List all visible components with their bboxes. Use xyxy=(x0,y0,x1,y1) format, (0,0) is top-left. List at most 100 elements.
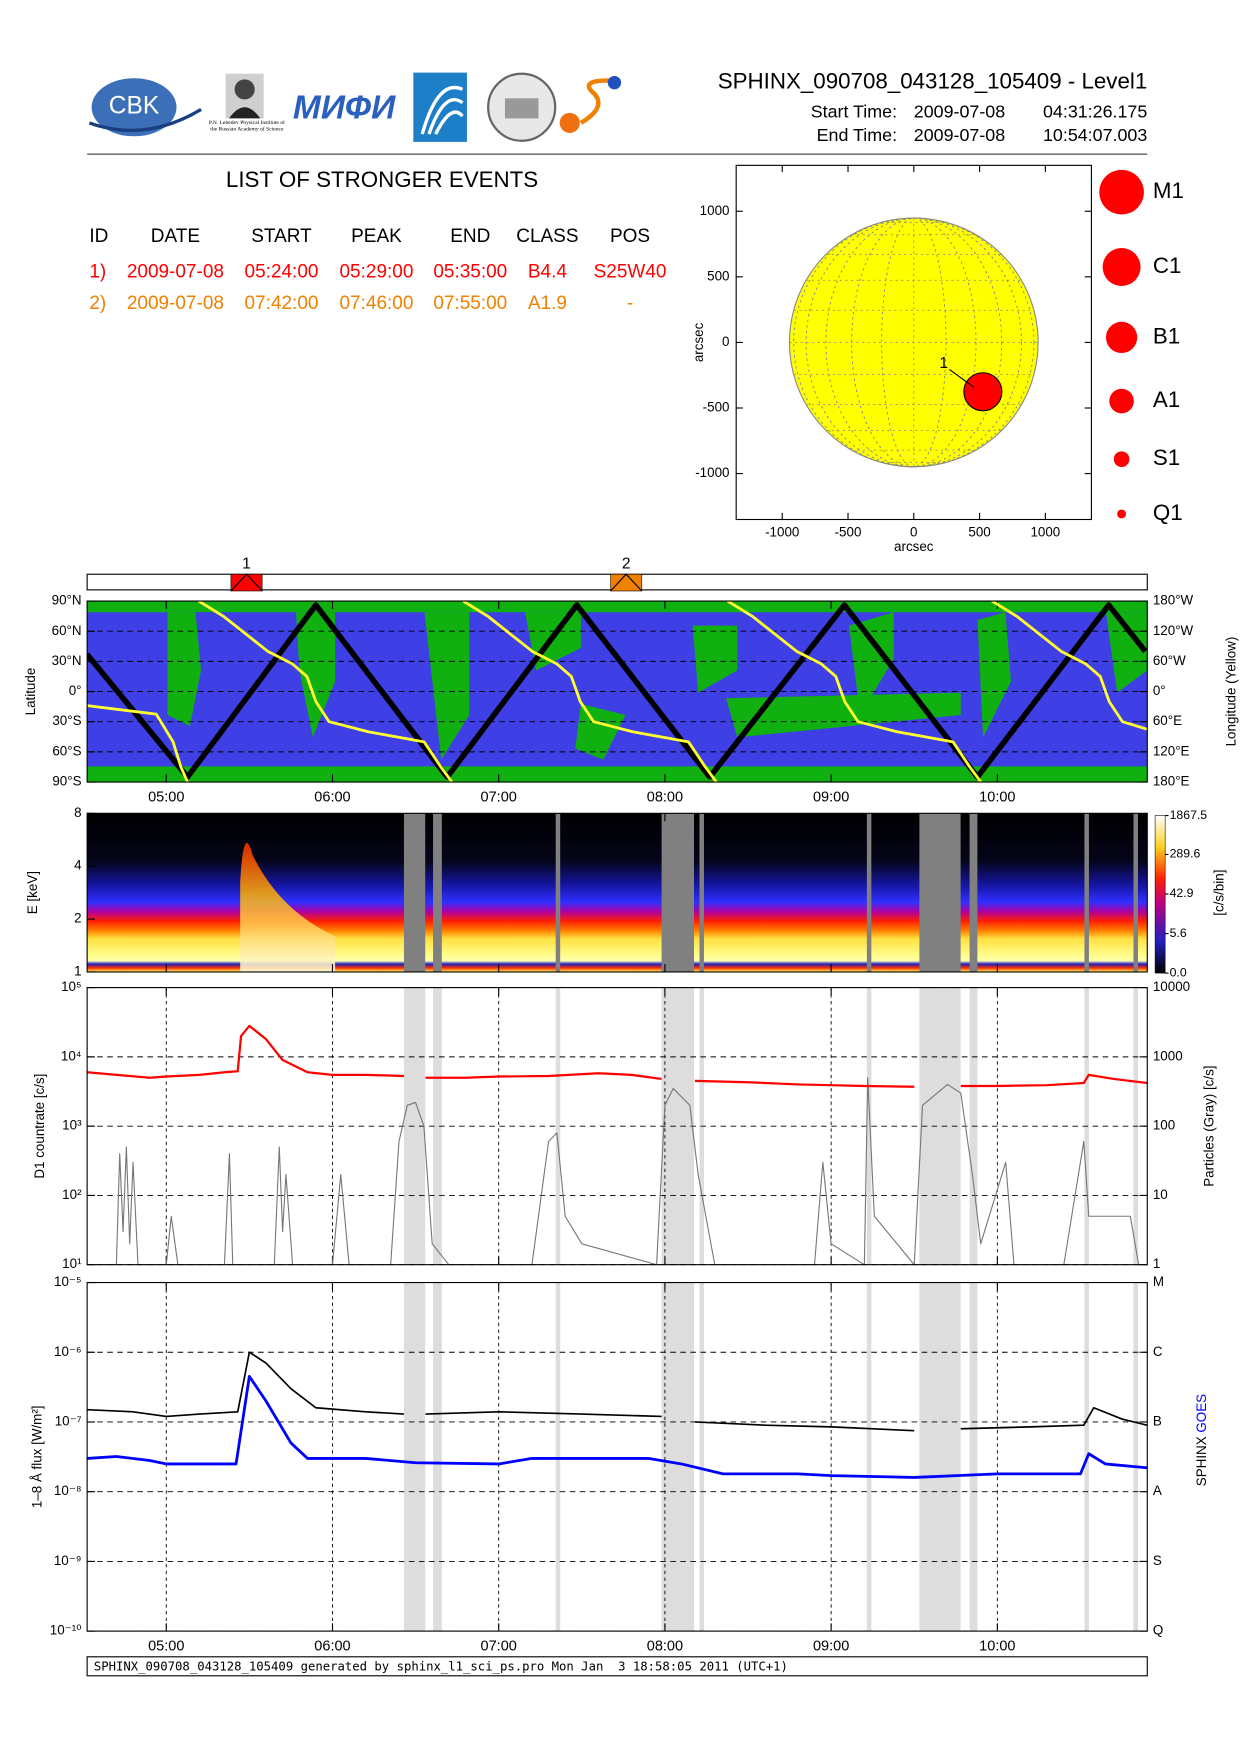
y-tick-label: 90°S xyxy=(52,774,81,789)
lebedev-box: P.N. Lebedev Physical Institute of the R… xyxy=(209,121,285,133)
y-tick-label: 60°N xyxy=(52,623,82,638)
size-legend-marker xyxy=(1117,509,1127,519)
bg-green xyxy=(167,612,202,727)
table-header: CLASS xyxy=(516,226,578,247)
data-gap xyxy=(969,1282,978,1632)
data-gap xyxy=(699,1282,704,1632)
data-gap xyxy=(555,813,561,972)
plot-frame xyxy=(86,812,1148,973)
table-cell: 2009-07-08 xyxy=(127,262,224,283)
flare-emission xyxy=(240,842,336,972)
data-gap xyxy=(866,813,872,972)
y-tick-label: 10⁴ xyxy=(61,1048,82,1063)
event-position xyxy=(963,372,1003,412)
bg-green xyxy=(977,612,1011,738)
x-tick-label: 05:00 xyxy=(148,1639,184,1655)
y-tick-label: 10¹ xyxy=(62,1256,82,1271)
end-date: 2009-07-08 xyxy=(914,125,1005,145)
y-tick-label: 90°N xyxy=(52,593,82,608)
x-tick-label: 08:00 xyxy=(647,1639,683,1655)
x-tick-label: 07:00 xyxy=(481,1639,517,1655)
data-gap xyxy=(1133,1282,1138,1632)
y2-tick-label: 10 xyxy=(1153,1187,1168,1202)
table-header: ID xyxy=(89,226,108,247)
size-legend-label: B1 xyxy=(1153,323,1180,348)
start-date: 2009-07-08 xyxy=(914,102,1005,122)
y-axis-label: Latitude xyxy=(23,668,38,716)
table-cell: B4.4 xyxy=(528,262,567,283)
y-tick-label: 10⁵ xyxy=(61,979,81,994)
y-axis-label: E [keV] xyxy=(25,871,40,914)
y2-tick-label: 1 xyxy=(1153,1256,1160,1271)
y2-tick-label: 180°E xyxy=(1153,774,1190,789)
data-gap xyxy=(403,1282,426,1632)
y-tick-label: 10² xyxy=(62,1187,82,1202)
table-title: LIST OF STRONGER EVENTS xyxy=(226,167,538,192)
table-cell: 07:42:00 xyxy=(245,293,319,314)
footer-box xyxy=(86,1656,1148,1677)
bg-green xyxy=(87,601,1148,613)
table-header: DATE xyxy=(151,226,200,247)
y-tick-label: 8 xyxy=(74,805,81,820)
meridian xyxy=(805,217,1022,468)
table-cell: S25W40 xyxy=(594,262,667,283)
data-gap xyxy=(866,1282,872,1632)
bg-green xyxy=(692,625,738,693)
data-gap xyxy=(661,1282,695,1632)
x-tick-label: 09:00 xyxy=(813,790,849,806)
table-cell: 2) xyxy=(89,293,106,314)
data-gap xyxy=(661,813,695,972)
y2-tick-label: C xyxy=(1153,1344,1163,1359)
series-line xyxy=(87,1024,1148,1088)
size-legend-label: S1 xyxy=(1153,445,1180,470)
series-line xyxy=(87,1351,1148,1432)
plot-frame xyxy=(86,600,1148,783)
size-legend-marker xyxy=(1102,248,1141,287)
event-caret xyxy=(230,573,263,592)
size-legend-label: Q1 xyxy=(1153,500,1183,525)
x-axis-label: arcsec xyxy=(894,539,934,554)
series-line xyxy=(87,601,1148,783)
meridian xyxy=(881,217,947,468)
data-gap xyxy=(555,1282,561,1632)
y2-tick-label: S xyxy=(1153,1553,1162,1568)
footer: SPHINX_090708_043128_105409 generated by… xyxy=(94,1659,788,1673)
y2-tick-label: 120°W xyxy=(1153,623,1194,638)
y2-tick-label: Q xyxy=(1153,1623,1163,1638)
colorbar-title: [c/s/bin] xyxy=(1211,870,1226,916)
y2-tick-label: 180°W xyxy=(1153,593,1194,608)
y-tick-label: 2 xyxy=(74,911,81,926)
y-tick-label: -1000 xyxy=(695,465,729,480)
start-label: Start Time: xyxy=(811,102,897,122)
table-cell: 2009-07-08 xyxy=(127,293,224,314)
file-title: SPHINX_090708_043128_105409 - Level1 xyxy=(718,69,1148,94)
data-gap xyxy=(866,987,872,1265)
colorbar-label: 289.6 xyxy=(1170,847,1201,861)
end-time: 10:54:07.003 xyxy=(1043,125,1147,145)
event-number: 2 xyxy=(622,555,631,572)
table-cell: A1.9 xyxy=(528,293,567,314)
data-gap xyxy=(919,1282,961,1632)
y-tick-label: 10⁻⁸ xyxy=(54,1483,82,1498)
data-gap xyxy=(1084,813,1089,972)
table-cell: 05:24:00 xyxy=(245,262,319,283)
y-axis-label: 1–8 Å flux [W/m²] xyxy=(30,1405,45,1508)
y2-tick-label: B xyxy=(1153,1414,1162,1429)
data-gap xyxy=(433,987,442,1265)
y-tick-label: 1 xyxy=(74,964,81,979)
bg-green xyxy=(1105,612,1148,693)
latitude-background xyxy=(87,601,1148,783)
y2-tick-label: 120°E xyxy=(1153,743,1190,758)
bg-green xyxy=(849,612,894,716)
y-tick-label: 10⁻¹⁰ xyxy=(50,1623,82,1638)
x-tick-label: 0 xyxy=(910,524,917,539)
size-legend-marker xyxy=(1105,321,1138,354)
colorbar xyxy=(1154,815,1166,974)
size-legend-label: M1 xyxy=(1153,178,1184,203)
x-tick-label: 08:00 xyxy=(647,790,683,806)
x-tick-label: 05:00 xyxy=(148,790,184,806)
data-gap xyxy=(661,987,695,1265)
table-cell: 05:35:00 xyxy=(433,262,507,283)
